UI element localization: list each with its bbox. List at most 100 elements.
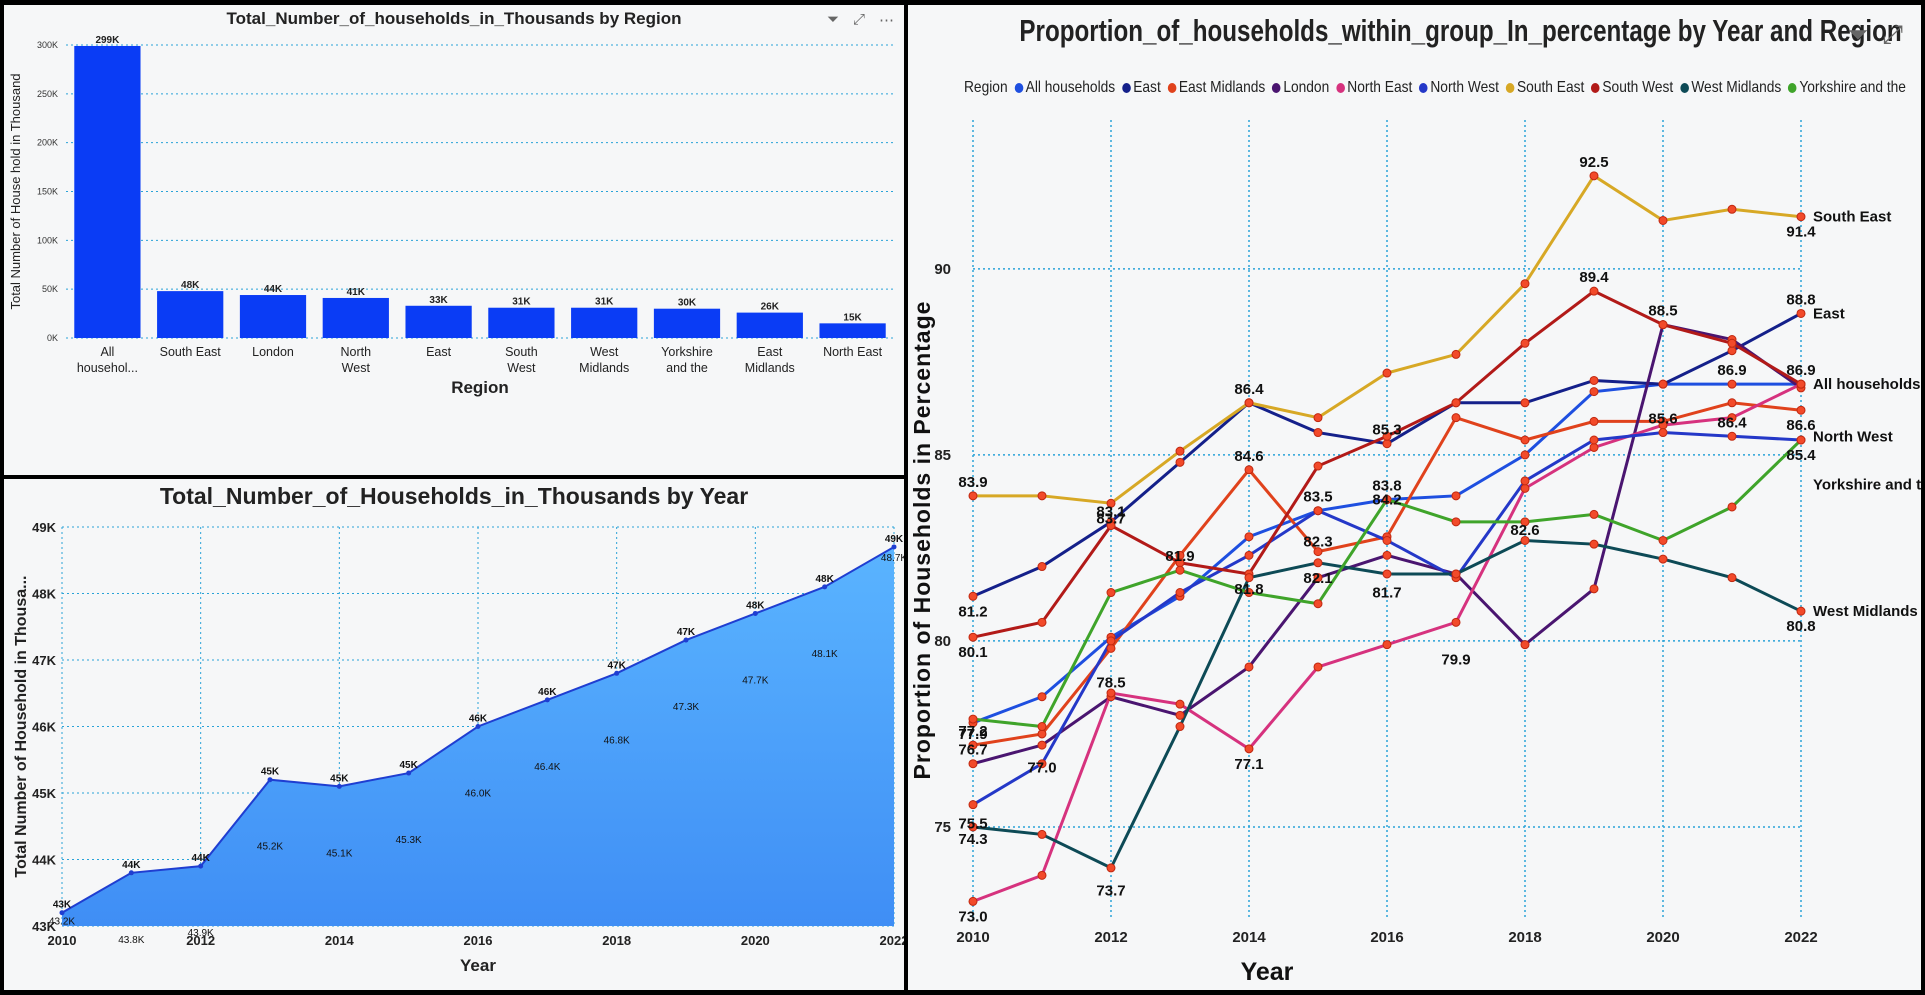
data-point[interactable] [198,863,204,869]
data-point[interactable] [1589,539,1599,549]
data-point[interactable] [1175,699,1185,709]
data-point[interactable] [1727,204,1737,214]
data-point[interactable] [1520,535,1530,545]
bar[interactable] [571,307,638,338]
data-point[interactable] [1244,588,1254,598]
data-point[interactable] [1451,491,1461,501]
data-point[interactable] [968,632,978,642]
data-point[interactable] [1727,398,1737,408]
data-point[interactable] [1658,379,1668,389]
data-point[interactable] [406,770,412,776]
legend-item[interactable]: East Midlands [1167,79,1265,97]
data-point[interactable] [1106,688,1116,698]
data-point[interactable] [1244,398,1254,408]
data-point[interactable] [1658,215,1668,225]
data-point[interactable] [968,759,978,769]
bar[interactable] [736,312,803,338]
data-point[interactable] [1520,450,1530,460]
data-point[interactable] [968,740,978,750]
data-point[interactable] [1313,558,1323,568]
data-point[interactable] [1658,535,1668,545]
data-point[interactable] [1313,662,1323,672]
data-point[interactable] [1520,338,1530,348]
data-point[interactable] [1589,584,1599,594]
data-point[interactable] [1175,710,1185,720]
data-point[interactable] [614,670,620,676]
data-point[interactable] [1727,413,1737,423]
data-point[interactable] [1520,476,1530,486]
data-point[interactable] [1382,368,1392,378]
data-point[interactable] [1658,554,1668,564]
data-point[interactable] [1451,517,1461,527]
data-point[interactable] [1589,286,1599,296]
data-point[interactable] [1037,617,1047,627]
more-options-icon[interactable]: ⋯ [879,12,894,29]
bar[interactable] [405,305,472,338]
data-point[interactable] [1727,379,1737,389]
data-point[interactable] [1382,495,1392,505]
data-point[interactable] [1589,442,1599,452]
data-point[interactable] [336,783,342,789]
data-point[interactable] [1382,569,1392,579]
legend-item[interactable]: South West [1591,79,1673,97]
bar[interactable] [488,307,555,338]
data-point[interactable] [1037,870,1047,880]
data-point[interactable] [1037,829,1047,839]
data-point[interactable] [1520,483,1530,493]
data-point[interactable] [1313,573,1323,583]
data-point[interactable] [1037,562,1047,572]
series-line[interactable] [973,173,1802,505]
data-point[interactable] [475,724,481,729]
data-point[interactable] [1727,346,1737,356]
data-point[interactable] [1313,547,1323,557]
legend-item[interactable]: All households [1014,79,1115,97]
data-point[interactable] [1451,349,1461,359]
data-point[interactable] [1382,550,1392,560]
data-point[interactable] [267,777,273,783]
data-point[interactable] [1313,599,1323,609]
data-point[interactable] [1244,573,1254,583]
data-point[interactable] [1727,573,1737,583]
data-point[interactable] [1037,740,1047,750]
data-point[interactable] [1520,279,1530,289]
data-point[interactable] [1727,502,1737,512]
legend-item[interactable]: North West [1419,79,1499,97]
data-point[interactable] [1658,320,1668,330]
data-point[interactable] [1451,569,1461,579]
data-point[interactable] [1175,446,1185,456]
data-point[interactable] [1175,457,1185,467]
data-point[interactable] [59,910,65,916]
data-point[interactable] [1520,435,1530,445]
data-point[interactable] [1037,692,1047,702]
data-point[interactable] [1313,506,1323,516]
data-point[interactable] [968,800,978,810]
data-point[interactable] [1244,662,1254,672]
data-point[interactable] [1589,171,1599,181]
legend-item[interactable]: London [1272,79,1329,97]
data-point[interactable] [1589,435,1599,445]
data-point[interactable] [1313,461,1323,471]
data-point[interactable] [1313,413,1323,423]
legend-item[interactable]: East [1122,79,1161,97]
data-point[interactable] [891,544,897,550]
data-point[interactable] [1106,588,1116,598]
data-point[interactable] [1589,375,1599,385]
data-point[interactable] [1175,588,1185,598]
data-point[interactable] [968,896,978,906]
data-point[interactable] [1382,535,1392,545]
data-point[interactable] [968,714,978,724]
bar[interactable] [74,45,141,339]
data-point[interactable] [1520,640,1530,650]
data-point[interactable] [128,870,134,876]
data-point[interactable] [1106,643,1116,653]
data-point[interactable] [752,610,758,616]
data-point[interactable] [1451,617,1461,627]
data-point[interactable] [968,491,978,501]
data-point[interactable] [1106,636,1116,646]
data-point[interactable] [1037,759,1047,769]
data-point[interactable] [968,822,978,832]
bar[interactable] [239,295,307,338]
bar[interactable] [322,297,389,338]
data-point[interactable] [1589,509,1599,519]
data-point[interactable] [1313,428,1323,438]
